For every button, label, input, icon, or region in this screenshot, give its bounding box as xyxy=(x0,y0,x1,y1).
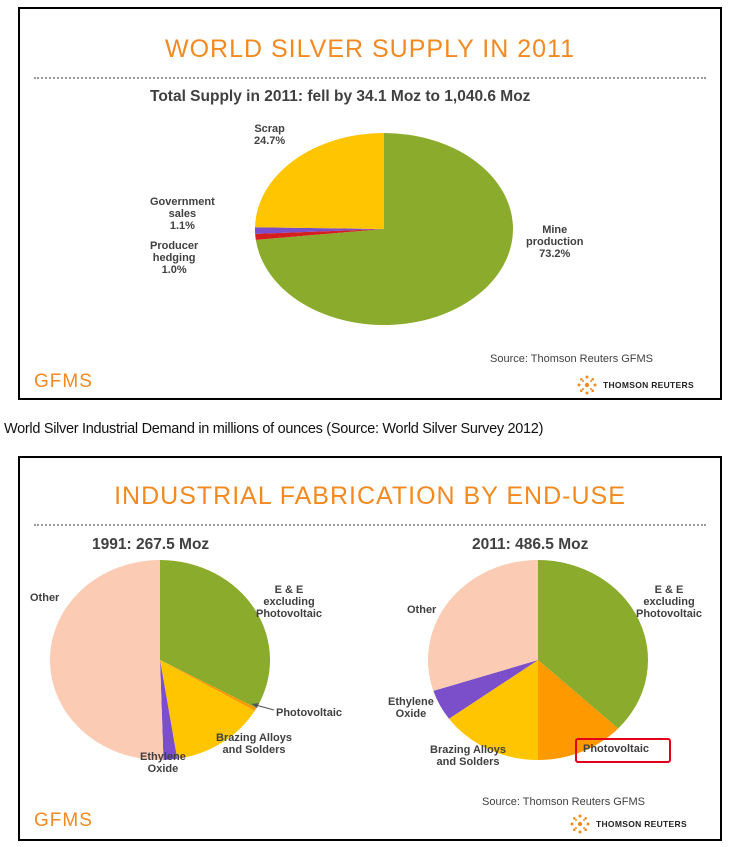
title-divider xyxy=(34,77,706,79)
source-note: Source: Thomson Reuters GFMS xyxy=(490,353,654,365)
pie-2011-brazing-label: Brazing Alloys and Solders xyxy=(430,744,506,768)
thomson-reuters-icon xyxy=(570,814,590,834)
pie-1991-other-label: Other xyxy=(30,592,60,604)
pie-1991-title: 1991: 267.5 Moz xyxy=(92,536,210,553)
gfms-logo: GFMS xyxy=(34,371,93,392)
pie-2011-slice-ethylene-oxide xyxy=(433,660,538,719)
scrap-label: Scrap 24.7% xyxy=(254,123,286,147)
pie-1991-slice-ethylene-oxide xyxy=(160,660,178,760)
supply-title: WORLD SILVER SUPPLY IN 2011 xyxy=(164,35,576,63)
thomson-reuters-logo: THOMSON REUTERS xyxy=(576,374,694,396)
pie-1991-slice-photovoltaic xyxy=(160,660,257,711)
pie-1991-ethylene-label: Ethylene Oxide xyxy=(140,751,186,775)
photovoltaic-highlight-box xyxy=(575,738,671,763)
producer-hedging-label: Producer hedging 1.0% xyxy=(150,240,199,276)
leader-arrowhead xyxy=(252,703,259,708)
pie-2011-ethylene-label: Ethylene Oxide xyxy=(388,696,434,720)
supply-slice-scrap xyxy=(255,133,384,229)
source-note: Source: Thomson Reuters GFMS xyxy=(482,796,646,808)
caption-text: World Silver Industrial Demand in millio… xyxy=(4,421,544,437)
fabrication-panel: INDUSTRIAL FABRICATION BY END-USE 1991: … xyxy=(18,456,722,841)
pie-2011-slice-e-e-excluding-photovoltaic xyxy=(538,560,648,729)
supply-panel: WORLD SILVER SUPPLY IN 2011 Total Supply… xyxy=(18,7,722,400)
pie-2011-slice-photovoltaic xyxy=(538,660,619,760)
supply-slice-producer-hedging xyxy=(255,229,384,240)
pie-1991-slice-brazing-alloys-and-solders xyxy=(160,660,255,759)
pie-2011-ee-label: E & E excluding Photovoltaic xyxy=(636,584,703,620)
pie-2011-title: 2011: 486.5 Moz xyxy=(472,536,589,553)
pie-2011-slice-brazing-alloys-and-solders xyxy=(449,660,538,760)
pie-2011-slice-other xyxy=(428,560,538,691)
thomson-reuters-text: THOMSON REUTERS xyxy=(596,819,687,829)
government-sales-label: Government sales 1.1% xyxy=(150,196,215,232)
title-divider xyxy=(34,524,706,526)
pie-1991-photovoltaic-label: Photovoltaic xyxy=(276,707,343,719)
fabrication-title: INDUSTRIAL FABRICATION BY END-USE xyxy=(114,482,626,510)
supply-subtitle: Total Supply in 2011: fell by 34.1 Moz t… xyxy=(150,88,531,105)
pie-2011-photovoltaic-label: Photovoltaic xyxy=(583,743,650,755)
pie-1991-brazing-label: Brazing Alloys and Solders xyxy=(216,732,292,756)
thomson-reuters-icon xyxy=(577,375,597,395)
pie-1991-ee-label: E & E excluding Photovoltaic xyxy=(256,584,323,620)
supply-slice-government-sales xyxy=(255,227,384,234)
mine-production-label: Mine production 73.2% xyxy=(526,224,584,260)
thomson-reuters-text: THOMSON REUTERS xyxy=(603,380,694,390)
supply-slice-mine-production xyxy=(255,133,513,325)
supply-pie-chart xyxy=(255,133,513,325)
pie-2011-other-label: Other xyxy=(407,604,437,616)
gfms-logo: GFMS xyxy=(34,810,93,831)
pie-1991-slice-e-e-excluding-photovoltaic xyxy=(160,560,270,709)
fabrication-pie-charts xyxy=(49,560,648,760)
pie-1991-slice-other xyxy=(49,560,164,760)
thomson-reuters-logo: THOMSON REUTERS xyxy=(569,813,687,835)
